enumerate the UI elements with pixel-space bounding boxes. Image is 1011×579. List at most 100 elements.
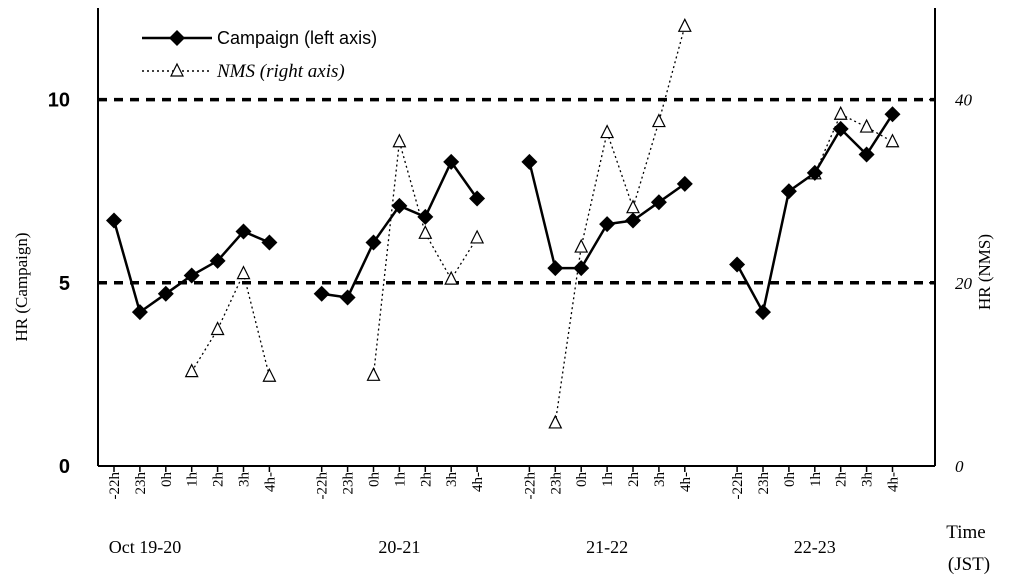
campaign-point bbox=[832, 120, 849, 137]
x-tick-label: 4h- bbox=[262, 472, 278, 492]
nms-point bbox=[210, 321, 225, 336]
legend-nms-label: NMS (right axis) bbox=[216, 61, 345, 82]
x-tick-label: -22h bbox=[730, 472, 746, 500]
series-0-line bbox=[528, 161, 686, 270]
x-axis-title-line1: Time bbox=[946, 522, 985, 543]
nms-point bbox=[418, 224, 433, 239]
campaign-point bbox=[547, 260, 564, 277]
nms-point bbox=[600, 124, 615, 139]
x-tick-label: 23h bbox=[756, 472, 772, 495]
series-campaign bbox=[106, 106, 901, 321]
x-tick-label: 4h- bbox=[886, 472, 902, 492]
nms-point bbox=[885, 133, 900, 148]
campaign-point bbox=[650, 194, 667, 211]
y-left-ticks: 0 5 10 bbox=[48, 90, 104, 478]
x-tick-label: 1h bbox=[600, 472, 616, 488]
group-label-3: 22-23 bbox=[794, 537, 836, 557]
x-tick-label: 0h bbox=[159, 472, 175, 488]
x-ticks: -22h 23h 0h 1h 2h 3h 4h- -22h 23h 0h 1h 2h 3h 4h- -22h… bbox=[107, 466, 902, 500]
campaign-point bbox=[339, 289, 356, 306]
nms-point bbox=[392, 133, 407, 148]
nms-point bbox=[444, 270, 459, 285]
campaign-point bbox=[755, 304, 771, 321]
x-tick-label: -22h bbox=[315, 472, 331, 500]
x-tick-label: 1h bbox=[185, 472, 201, 488]
axes bbox=[97, 8, 936, 467]
campaign-point bbox=[780, 183, 797, 200]
campaign-point bbox=[625, 212, 641, 229]
legend-nms-marker bbox=[170, 62, 184, 77]
group-label-2: 21-22 bbox=[586, 537, 628, 557]
x-tick-label: 1h bbox=[808, 472, 824, 488]
x-tick-label: 3h bbox=[652, 472, 668, 488]
nms-point bbox=[184, 363, 199, 378]
x-axis-title-line2: (JST) bbox=[948, 554, 990, 575]
y-axis-left-title: HR (Campaign) bbox=[12, 232, 31, 341]
x-tick-label: 23h bbox=[133, 472, 149, 495]
campaign-point bbox=[157, 285, 174, 302]
y-left-tick-label: 5 bbox=[59, 273, 70, 295]
campaign-point bbox=[729, 256, 746, 273]
x-tick-label: 3h bbox=[860, 472, 876, 488]
campaign-point bbox=[599, 216, 616, 233]
x-tick-label: 3h bbox=[237, 472, 253, 488]
nms-point bbox=[236, 265, 251, 280]
campaign-point bbox=[313, 285, 330, 302]
nms-point bbox=[833, 105, 848, 120]
x-tick-label: 2h bbox=[626, 472, 642, 488]
campaign-point bbox=[443, 153, 460, 170]
nms-point bbox=[651, 113, 666, 128]
series-1-line bbox=[191, 271, 271, 377]
campaign-point bbox=[884, 106, 901, 123]
x-tick-label: 0h bbox=[782, 472, 798, 488]
series-1-line bbox=[554, 26, 686, 424]
campaign-point bbox=[235, 223, 252, 240]
campaign-point bbox=[573, 260, 590, 277]
legend-campaign-label: Campaign (left axis) bbox=[217, 28, 377, 48]
x-tick-label: 0h bbox=[367, 472, 383, 488]
nms-point bbox=[262, 367, 277, 382]
x-tick-label: 2h bbox=[211, 472, 227, 488]
campaign-point bbox=[261, 234, 278, 251]
nms-point bbox=[859, 118, 874, 133]
series-1-line bbox=[814, 113, 893, 175]
group-label-0: Oct 19-20 bbox=[109, 537, 181, 557]
group-label-1: 20-21 bbox=[378, 537, 420, 557]
x-tick-label: 2h bbox=[418, 472, 434, 488]
reference-lines bbox=[98, 97, 935, 285]
nms-point bbox=[366, 366, 381, 381]
campaign-point bbox=[469, 190, 486, 207]
y-axis-right-title: HR (NMS) bbox=[975, 234, 994, 310]
x-tick-label: -22h bbox=[107, 472, 123, 500]
group-labels: Oct 19-20 20-21 21-22 22-23 bbox=[109, 537, 836, 557]
campaign-point bbox=[521, 153, 538, 170]
campaign-point bbox=[417, 208, 434, 225]
legend: Campaign (left axis) NMS (right axis) bbox=[142, 28, 377, 82]
y-right-tick-label: 0 bbox=[955, 457, 964, 476]
x-tick-label: -22h bbox=[522, 472, 538, 500]
x-tick-label: 23h bbox=[341, 472, 357, 495]
nms-point bbox=[677, 17, 692, 32]
x-tick-label: 4h- bbox=[470, 472, 486, 492]
nms-point bbox=[548, 414, 563, 429]
campaign-point bbox=[183, 267, 200, 284]
y-left-tick-label: 10 bbox=[48, 90, 70, 112]
campaign-point bbox=[365, 234, 382, 251]
y-right-tick-label: 20 bbox=[955, 274, 973, 293]
nms-point bbox=[470, 229, 485, 244]
nms-point bbox=[574, 238, 589, 253]
campaign-point bbox=[676, 175, 693, 192]
y-right-tick-label: 40 bbox=[955, 91, 973, 110]
campaign-point bbox=[131, 304, 148, 321]
campaign-point bbox=[806, 164, 823, 181]
x-tick-label: 3h bbox=[444, 472, 460, 488]
y-left-tick-label: 0 bbox=[59, 456, 70, 478]
x-tick-label: 1h bbox=[392, 472, 408, 488]
x-tick-label: 0h bbox=[574, 472, 590, 488]
campaign-point bbox=[106, 212, 122, 229]
nms-point bbox=[626, 199, 640, 214]
y-right-ticks: 0 20 40 bbox=[929, 91, 973, 476]
legend-campaign-marker bbox=[169, 30, 185, 46]
campaign-point bbox=[391, 197, 408, 214]
